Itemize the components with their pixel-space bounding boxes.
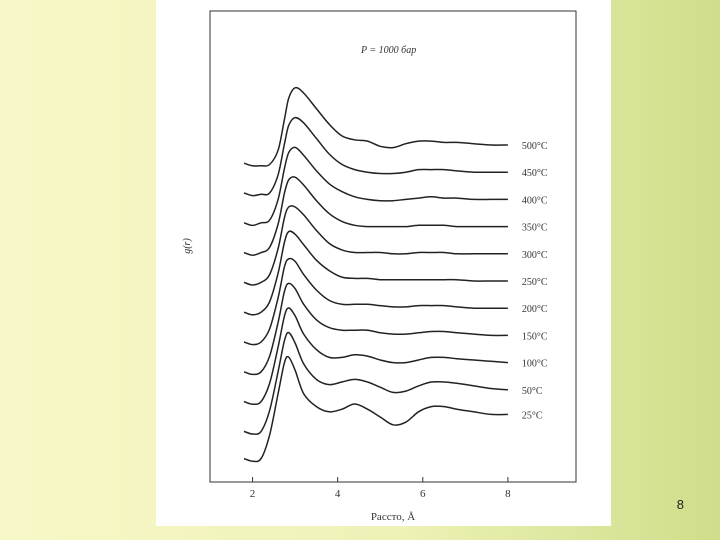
series-label-150c: 150°C [522, 331, 548, 342]
x-tick-label-2: 2 [250, 488, 256, 500]
series-labels-layer: 25°C 50°C 100°C 150°C 200°C 250°C 300°C 350°C 40… [522, 141, 548, 421]
series-layer [243, 86, 508, 463]
series-line-450c [243, 116, 508, 197]
slide-content-panel: 25°C 50°C 100°C 150°C 200°C 250°C 300°C 350°C 40… [156, 0, 611, 526]
series-line-300c [243, 205, 508, 286]
series-line-25c [243, 355, 508, 463]
series-line-500c [243, 86, 508, 167]
plot-frame [209, 10, 577, 483]
series-line-50c [243, 331, 508, 435]
series-label-200c: 200°C [522, 304, 548, 315]
series-label-50c: 50°C [522, 386, 543, 397]
series-line-200c [243, 257, 508, 346]
series-label-300c: 300°C [522, 250, 548, 261]
series-label-450c: 450°C [522, 168, 548, 179]
series-label-250c: 250°C [522, 277, 548, 288]
rdf-chart: 25°C 50°C 100°C 150°C 200°C 250°C 300°C 350°C 40… [182, 10, 577, 523]
series-label-500c: 500°C [522, 141, 548, 152]
series-label-350c: 350°C [522, 223, 548, 234]
x-tick-label-4: 4 [335, 488, 341, 500]
series-label-100c: 100°C [522, 359, 548, 370]
series-label-25c: 25°C [522, 410, 543, 421]
x-axis-label: Рассто, Å [371, 511, 415, 523]
series-line-400c [243, 146, 508, 227]
series-line-250c [243, 230, 508, 316]
series-label-400c: 400°C [522, 195, 548, 206]
pressure-annotation: P = 1000 бар [360, 45, 416, 56]
series-line-350c [243, 176, 508, 256]
series-line-150c [243, 282, 508, 376]
x-tick-label-8: 8 [505, 488, 511, 500]
slide-page-number: 8 [676, 497, 684, 512]
x-tick-label-6: 6 [420, 488, 426, 500]
y-axis-label: g(r) [182, 238, 193, 254]
series-line-100c [243, 307, 508, 406]
x-ticks-layer: 2 4 6 8 [250, 477, 511, 500]
